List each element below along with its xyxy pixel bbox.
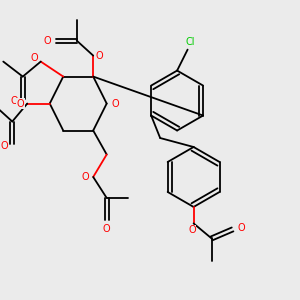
Text: O: O bbox=[30, 53, 38, 63]
Text: O: O bbox=[82, 172, 89, 182]
Text: O: O bbox=[11, 96, 18, 106]
Text: O: O bbox=[188, 225, 196, 235]
Text: O: O bbox=[44, 36, 51, 46]
Text: O: O bbox=[238, 223, 245, 233]
Text: O: O bbox=[0, 141, 8, 152]
Text: O: O bbox=[111, 98, 119, 109]
Text: O: O bbox=[96, 51, 103, 61]
Text: O: O bbox=[103, 224, 110, 234]
Text: Cl: Cl bbox=[186, 37, 195, 47]
Text: O: O bbox=[17, 98, 25, 109]
